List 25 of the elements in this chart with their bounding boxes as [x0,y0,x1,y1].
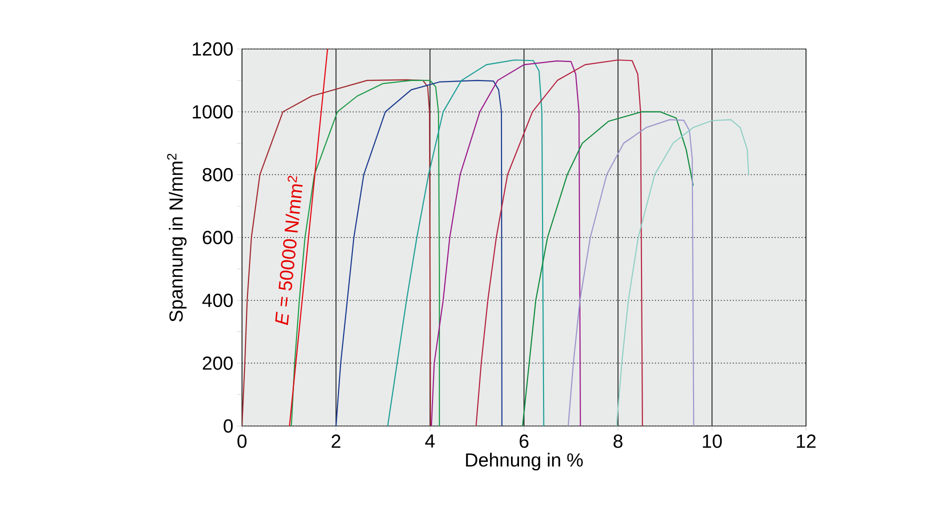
y-tick-label: 400 [202,294,233,308]
x-tick-label: 2 [332,434,340,448]
y-tick-label: 600 [202,230,233,244]
y-axis-title: Spannung in N/mm$^{2}$ [167,154,187,322]
y-tick-label: 1000 [192,105,233,119]
y-tick-label: 1200 [192,42,233,56]
line-series [242,79,432,426]
x-tick-label: 0 [237,434,247,448]
x-tick-label: 4 [425,434,435,448]
x-tick-label: 10 [702,434,722,448]
line-series [568,119,694,426]
line-series [430,60,581,426]
x-tick-label: 8 [614,434,622,448]
annotation: E = 50000 N/mm$^{2}$ [275,176,303,326]
x-tick-label: 6 [520,434,528,448]
line-series [476,59,643,426]
x-axis-title: Dehnung in % [466,452,583,470]
y-tick-label: 0 [224,419,233,433]
x-tick-label: 12 [796,434,816,448]
y-tick-label: 200 [202,356,233,370]
line-series [522,111,694,426]
line-series [387,59,544,426]
line-series [335,80,502,426]
line-series [616,119,750,426]
y-tick-label: 800 [202,168,233,182]
